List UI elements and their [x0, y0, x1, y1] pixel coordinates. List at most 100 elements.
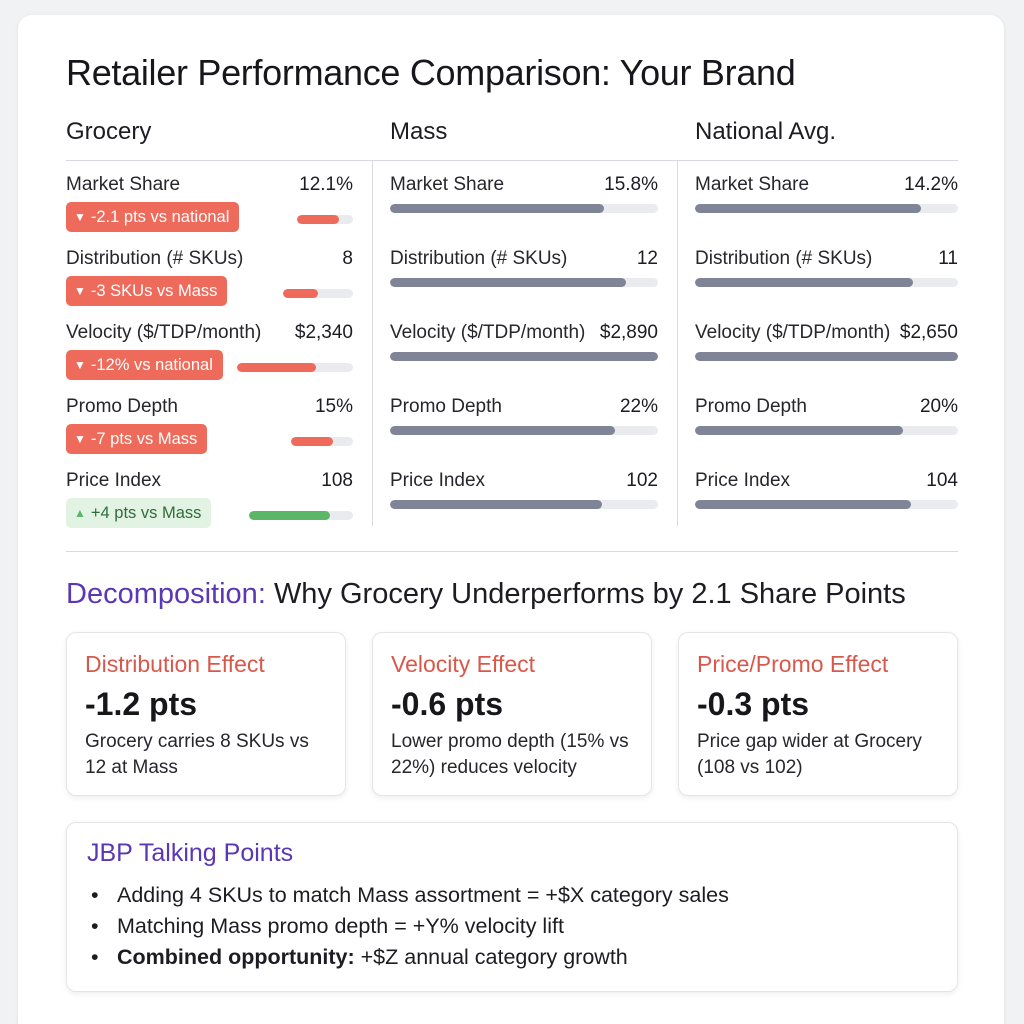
comparison-badge: ▼ -2.1 pts vs national [66, 202, 240, 232]
metric-bar-fill [695, 426, 903, 435]
jbp-point: Matching Mass promo depth = +Y% velocity… [87, 911, 937, 942]
column-separator [372, 160, 373, 526]
effect-title: Distribution Effect [85, 651, 265, 677]
metric-value: 104 [926, 470, 958, 491]
metric-bar-track [390, 426, 658, 435]
metric-bar-track [390, 278, 658, 287]
column-header: National Avg. [695, 118, 836, 145]
metric-label: Price Index [695, 470, 791, 491]
metric-row: Distribution (# SKUs) 8 ▼ -3 SKUs vs Mass [66, 248, 353, 318]
metric-label: Promo Depth [695, 396, 807, 417]
metric-value: $2,890 [599, 322, 658, 343]
metric-row: Velocity ($/TDP/month) $2,890 [390, 322, 658, 392]
metric-value: 102 [626, 470, 658, 491]
metric-bar-fill [390, 352, 658, 361]
metric-row: Promo Depth 20% [695, 396, 958, 466]
metric-bar-fill [249, 511, 331, 520]
badge-text: -7 pts vs Mass [90, 430, 198, 448]
metric-bar-fill [390, 204, 605, 213]
column-header: Grocery [66, 118, 152, 145]
metric-row: Velocity ($/TDP/month) $2,340 ▼ -12% vs nat… [66, 322, 353, 392]
metric-bar-fill [283, 289, 318, 298]
column-divider [66, 160, 372, 161]
metric-label: Velocity ($/TDP/month) [390, 322, 586, 343]
jbp-point: Combined opportunity: +$Z annual categor… [87, 942, 937, 973]
arrow-down-icon: ▼ [74, 432, 86, 446]
column-national-avg: National Avg. Market Share 14.2% Distribut… [695, 118, 958, 509]
metric-label: Price Index [66, 470, 162, 491]
metric-label: Velocity ($/TDP/month) [695, 322, 891, 343]
decomposition-title-rest: Why Grocery Underperforms by 2.1 Share P… [273, 578, 906, 610]
comparison-badge: ▲ +4 pts vs Mass [66, 498, 212, 528]
jbp-point: Adding 4 SKUs to match Mass assortment =… [87, 880, 937, 911]
section-divider [66, 551, 958, 552]
column-grocery: Grocery Market Share 12.1% ▼ -2.1 pts vs na… [66, 118, 353, 528]
metric-bar-track [249, 511, 353, 520]
effect-value: -0.3 pts [697, 686, 810, 722]
metric-label: Market Share [695, 174, 810, 195]
jbp-point-text: Matching Mass promo depth = +Y% velocity… [117, 914, 564, 938]
column-header: Mass [390, 118, 448, 145]
metric-value: 12.1% [299, 174, 353, 195]
metric-value: 12 [636, 248, 658, 269]
metric-bar-fill [695, 500, 911, 509]
metric-label: Velocity ($/TDP/month) [66, 322, 262, 343]
metric-bar-track [695, 500, 958, 509]
arrow-down-icon: ▼ [74, 284, 86, 298]
metric-value: $2,340 [294, 322, 353, 343]
arrow-down-icon: ▼ [74, 210, 86, 224]
metric-bar-fill [291, 437, 334, 446]
metric-bar-track [297, 215, 353, 224]
metric-bar-track [390, 500, 658, 509]
metric-bar-fill [695, 278, 914, 287]
metric-label: Promo Depth [66, 396, 178, 417]
metric-bar-track [237, 363, 353, 372]
metric-row: Price Index 102 [390, 470, 658, 540]
comparison-badge: ▼ -7 pts vs Mass [66, 424, 208, 454]
decomposition-title: Decomposition: Why Grocery Underperforms… [66, 578, 906, 611]
column-separator [677, 160, 678, 526]
metric-label: Price Index [390, 470, 486, 491]
metric-value: 22% [619, 396, 658, 417]
jbp-point-text: Adding 4 SKUs to match Mass assortment =… [117, 883, 729, 907]
metric-bar-track [695, 204, 958, 213]
comparison-badge: ▼ -3 SKUs vs Mass [66, 276, 228, 306]
metric-bar-fill [390, 278, 626, 287]
metric-bar-track [291, 437, 353, 446]
arrow-down-icon: ▼ [74, 358, 86, 372]
effect-value: -0.6 pts [391, 686, 504, 722]
effect-value: -1.2 pts [85, 686, 198, 722]
effect-card-price-promo: Price/Promo Effect -0.3 pts Price gap wi… [678, 632, 958, 796]
metric-bar-fill [390, 500, 602, 509]
metric-bar-fill [695, 204, 922, 213]
metric-row: Market Share 12.1% ▼ -2.1 pts vs national [66, 174, 353, 244]
badge-text: -3 SKUs vs Mass [90, 282, 218, 300]
metric-row: Price Index 104 [695, 470, 958, 540]
jbp-title: JBP Talking Points [87, 839, 294, 867]
badge-text: -12% vs national [90, 356, 213, 374]
metric-value: 14.2% [904, 174, 958, 195]
metric-row: Velocity ($/TDP/month) $2,650 [695, 322, 958, 392]
metric-value: 11 [938, 248, 958, 269]
decomposition-title-accent: Decomposition: [66, 578, 266, 610]
metric-value: $2,650 [899, 322, 958, 343]
metric-bar-track [695, 426, 958, 435]
effect-description: Grocery carries 8 SKUs vs 12 at Mass [85, 731, 309, 778]
metric-bar-track [390, 204, 658, 213]
arrow-up-icon: ▲ [74, 506, 86, 520]
metric-value: 15% [314, 396, 353, 417]
badge-text: +4 pts vs Mass [90, 504, 202, 522]
jbp-point-text: +$Z annual category growth [354, 945, 628, 969]
metric-value: 108 [321, 470, 353, 491]
badge-text: -2.1 pts vs national [90, 208, 230, 226]
metric-bar-fill [237, 363, 316, 372]
metric-bar-track [695, 278, 958, 287]
metric-bar-fill [390, 426, 616, 435]
column-divider [372, 160, 677, 161]
effect-card-distribution: Distribution Effect -1.2 pts Grocery car… [66, 632, 346, 796]
page-title: Retailer Performance Comparison: Your Br… [66, 52, 796, 93]
jbp-talking-points-card: JBP Talking Points Adding 4 SKUs to matc… [66, 822, 958, 992]
effect-title: Velocity Effect [391, 651, 536, 677]
metric-label: Distribution (# SKUs) [66, 248, 244, 269]
metric-value: 15.8% [604, 174, 658, 195]
